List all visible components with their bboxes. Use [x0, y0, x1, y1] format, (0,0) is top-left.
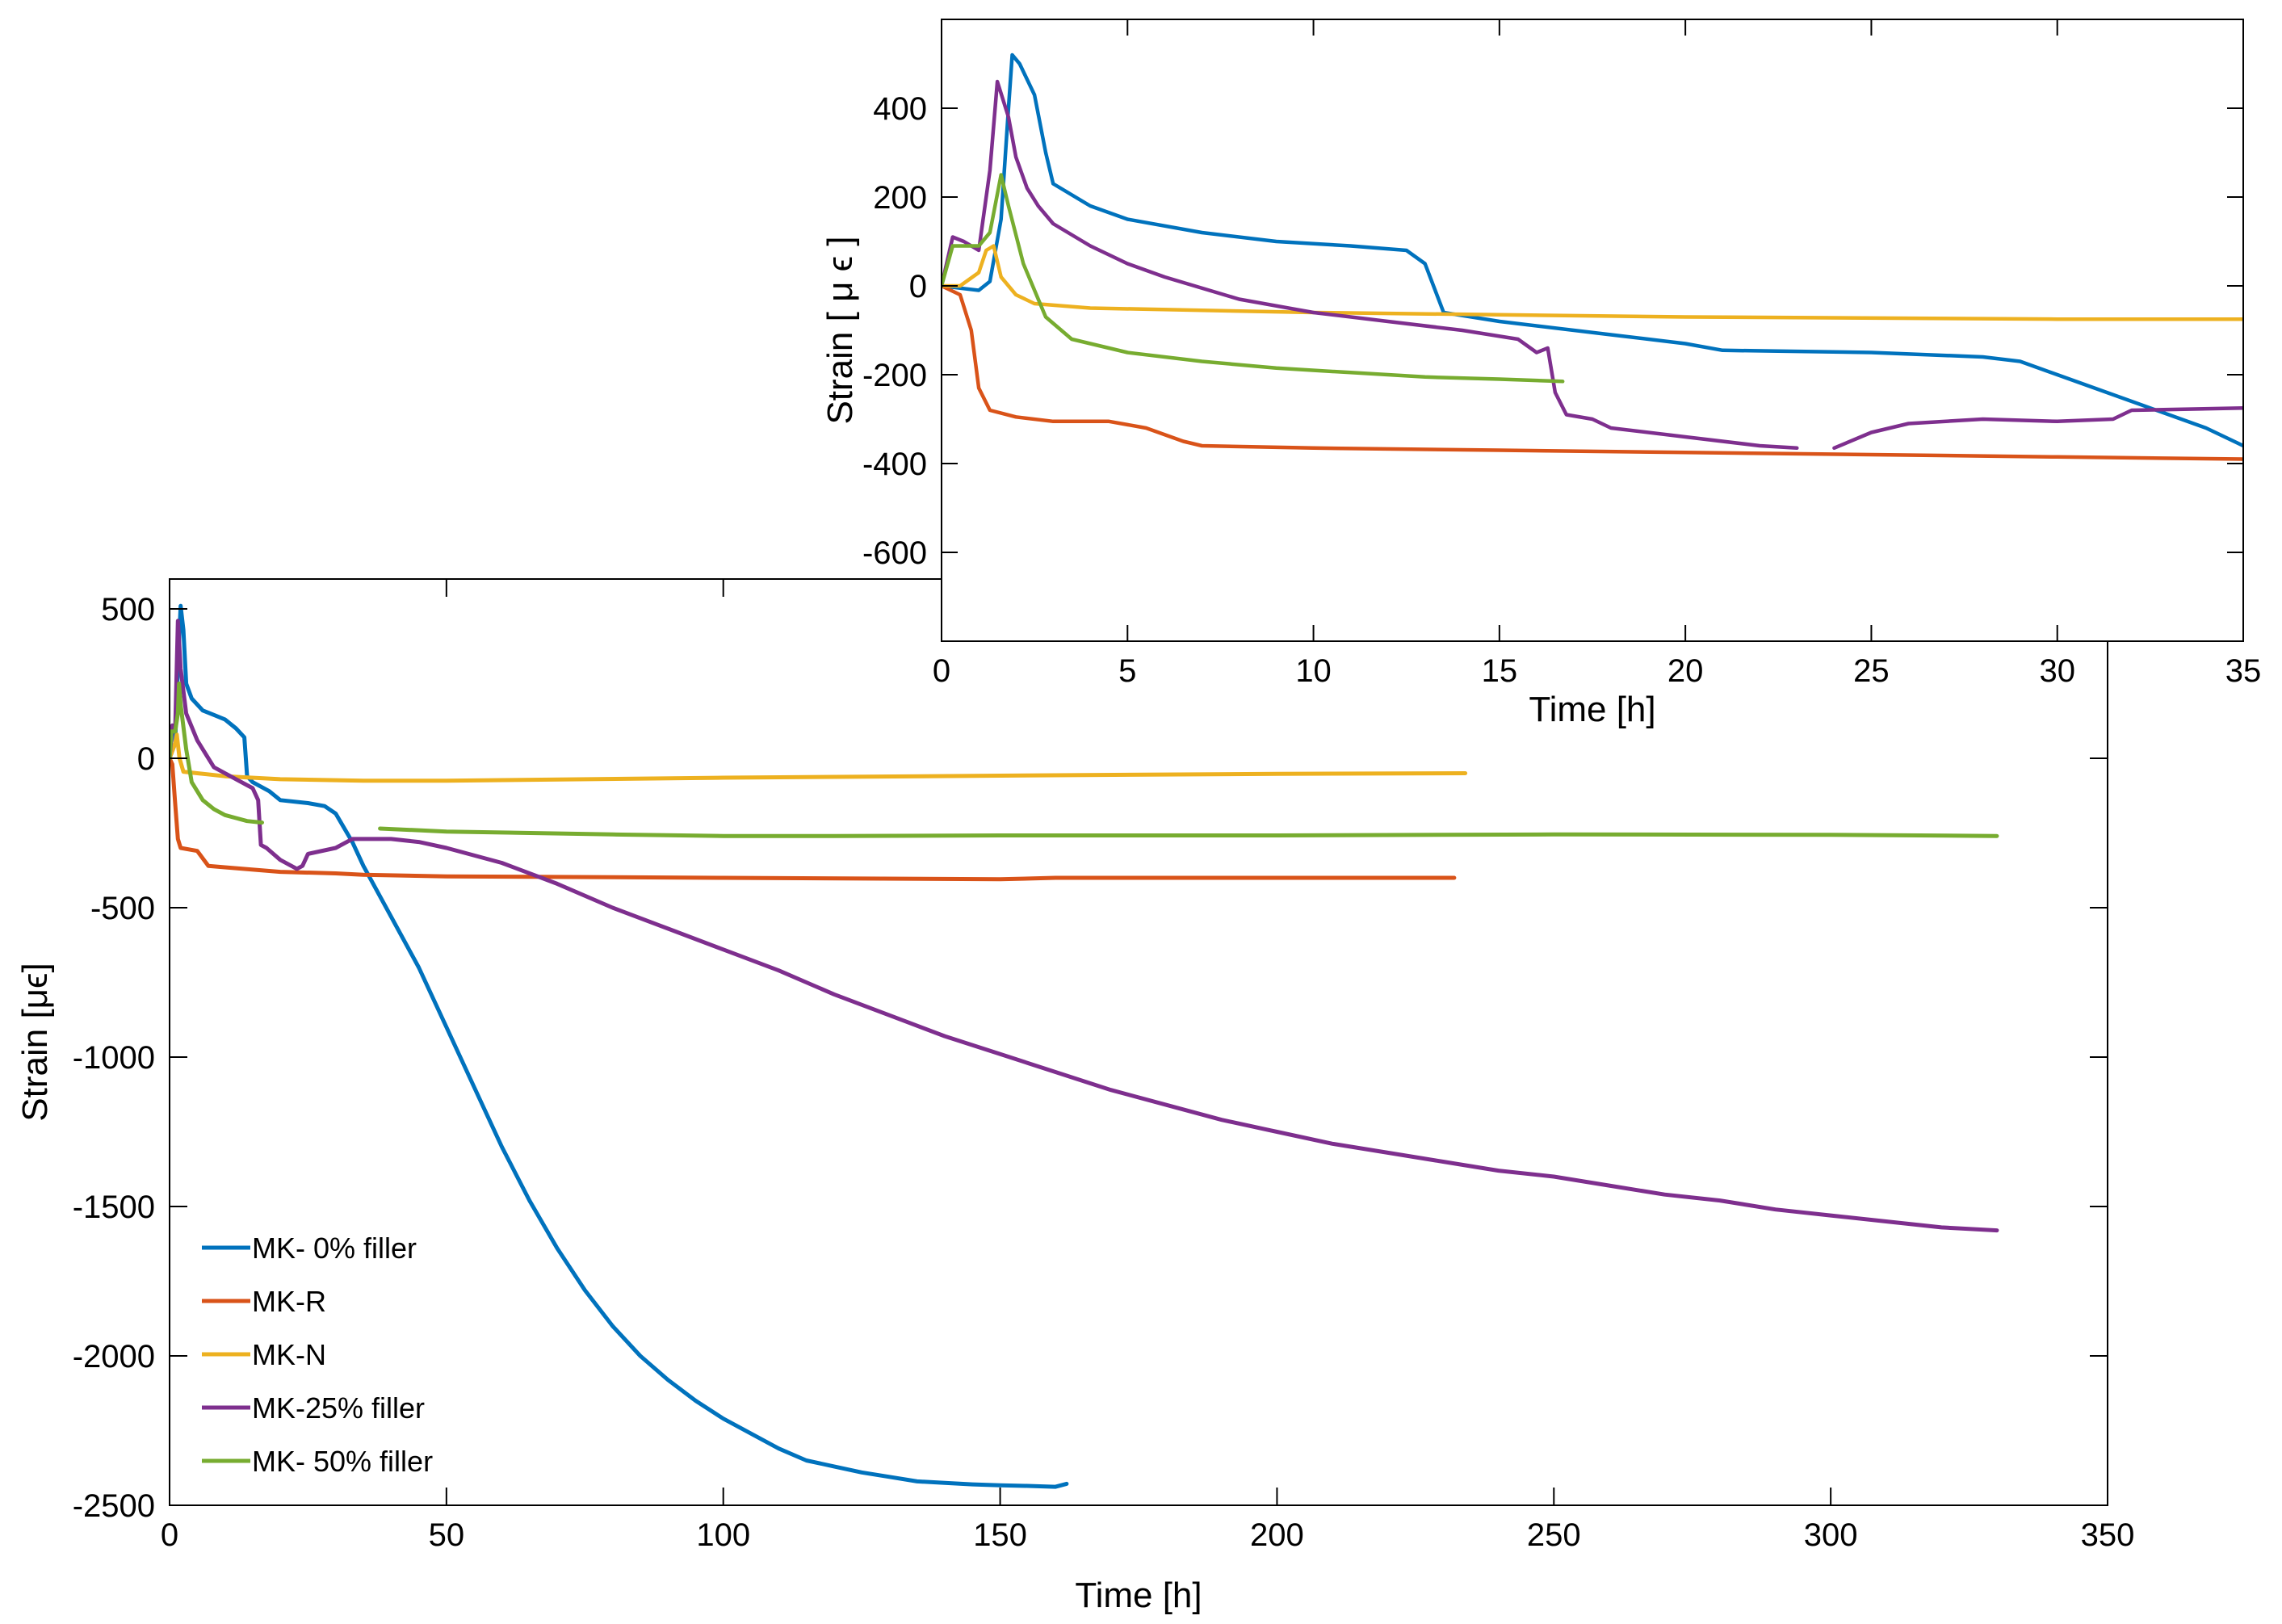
main-xtick-label: 50 [429, 1517, 465, 1553]
inset-xtick-label: 35 [2225, 653, 2262, 689]
inset-xtick-label: 5 [1118, 653, 1136, 689]
main-xtick-label: 350 [2081, 1517, 2135, 1553]
main-xtick-label: 100 [696, 1517, 750, 1553]
inset-ytick-label: -400 [862, 447, 927, 482]
inset-series-line-mk-25-filler-seg2 [1832, 406, 2243, 451]
inset-series-group [942, 52, 2243, 461]
main-legend: MK- 0% filler MK-R MK-N MK-25% filler MK- 50… [202, 1232, 433, 1478]
inset-ytick-label: -600 [862, 535, 927, 571]
inset-series-line-mk-0-filler [942, 52, 2243, 448]
inset-series-line-mk-25-filler-seg1 [942, 79, 1799, 451]
inset-xtick-label: 30 [2039, 653, 2075, 689]
main-xtick-label: 0 [161, 1517, 178, 1553]
main-xtick-label: 250 [1527, 1517, 1581, 1553]
main-ytick-label: -1000 [73, 1040, 155, 1076]
main-x-axis-label: Time [h] [1075, 1576, 1202, 1615]
inset-series-line-mk-n [942, 244, 2243, 321]
main-series-line-mk-50-filler-seg2 [378, 826, 1999, 838]
main-xtick-label: 200 [1250, 1517, 1304, 1553]
inset-ytick-label: 200 [873, 180, 927, 216]
inset-ytick-label: 0 [909, 269, 927, 304]
main-plot-area [170, 579, 2108, 1505]
main-ytick-label: -2000 [73, 1339, 155, 1374]
inset-ytick-label: 400 [873, 91, 927, 127]
inset-xtick-label: 10 [1295, 653, 1332, 689]
main-chart: 0 50 100 150 200 250 300 3505000-500-1000-1500-… [15, 578, 2135, 1615]
legend-label: MK- 50% filler [252, 1445, 433, 1478]
legend-label: MK-R [252, 1285, 326, 1318]
main-y-axis-label: Strain [μϵ] [15, 963, 55, 1121]
inset-y-axis-label: Strain [ μ ϵ ] [820, 236, 860, 424]
inset-axes-frame [941, 19, 2244, 642]
main-ytick-label: -2500 [73, 1488, 155, 1524]
inset-plot-area [942, 19, 2243, 641]
main-ytick-label: 0 [137, 741, 155, 777]
inset-series-line-mk-50-filler [942, 173, 1565, 384]
inset-xtick-label: 15 [1482, 653, 1518, 689]
inset-xtick-label: 0 [933, 653, 950, 689]
main-series-line-mk-0-filler [170, 603, 1069, 1489]
main-series-line-mk-r [170, 756, 1457, 882]
inset-series-line-mk-r [942, 283, 2243, 461]
inset-chart: 0 5 10 15 20 25 30 35 400 200 0 -200 -400 -600 Time [h… [820, 19, 2261, 729]
legend-label: MK-N [252, 1338, 326, 1371]
inset-xtick-label: 20 [1667, 653, 1704, 689]
main-xtick-label: 150 [973, 1517, 1027, 1553]
main-ytick-label: 500 [101, 592, 155, 627]
main-series-line-mk-25-filler [170, 619, 1999, 1233]
main-series-line-mk-n [170, 732, 1468, 783]
main-ytick-label: -1500 [73, 1190, 155, 1225]
main-series-line-mk-50-filler-seg1 [170, 682, 264, 825]
main-xtick-label: 300 [1804, 1517, 1858, 1553]
inset-x-axis-label: Time [h] [1529, 690, 1655, 729]
legend-label: MK- 0% filler [252, 1232, 417, 1265]
main-series-group [170, 603, 1999, 1489]
inset-ytick-label: -200 [862, 358, 927, 393]
legend-label: MK-25% filler [252, 1391, 425, 1425]
main-ytick-label: -500 [90, 891, 155, 926]
inset-xtick-label: 25 [1853, 653, 1890, 689]
